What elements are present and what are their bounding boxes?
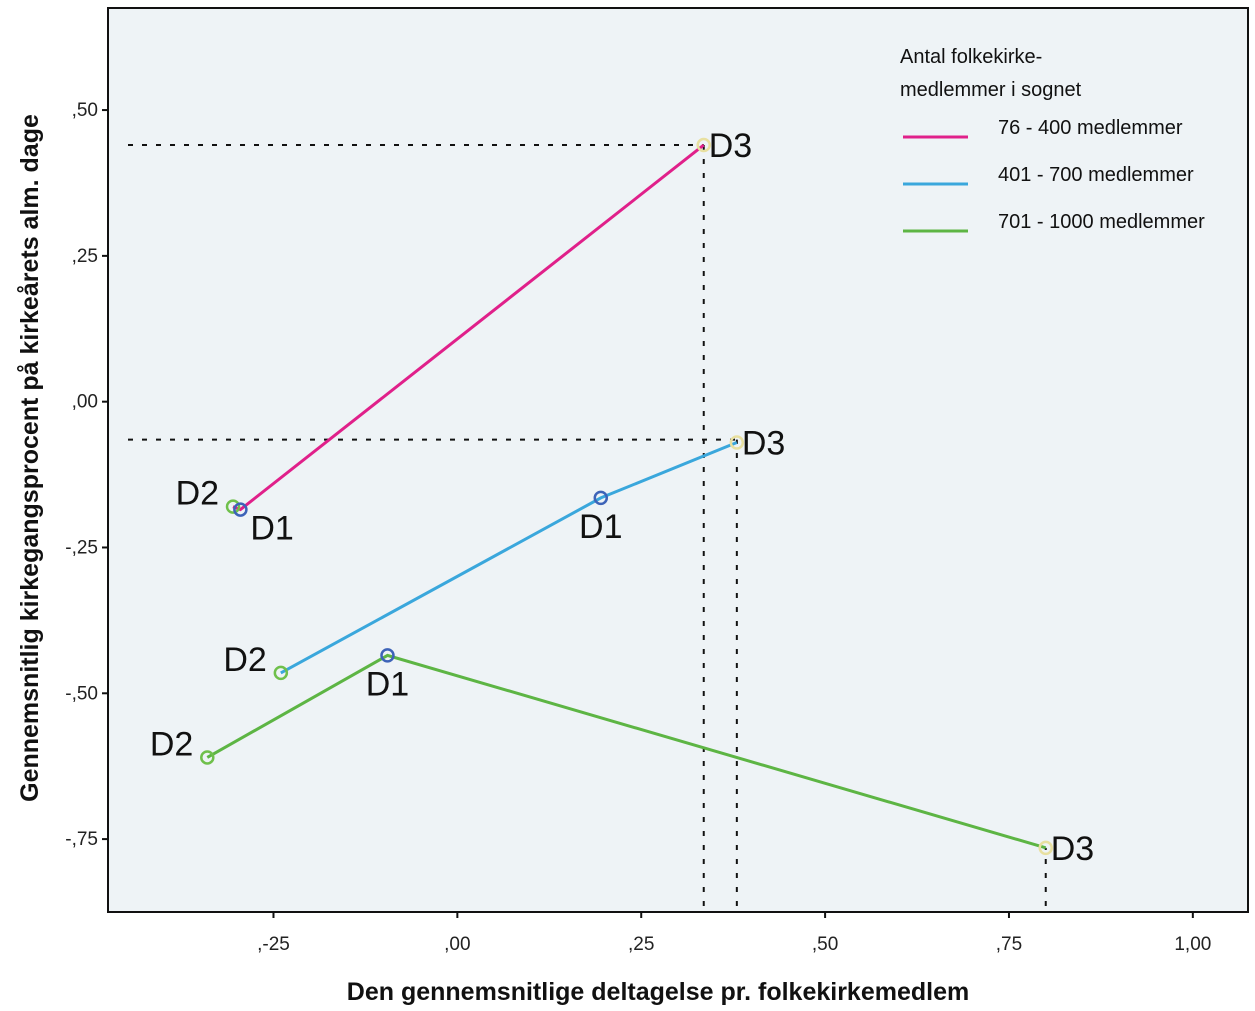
point-label-d1-series-2: D1 (579, 508, 622, 546)
x-tick-label-2: ,00 (444, 934, 470, 955)
point-labels: D2 D1 D3 D2 D1 D3 D2 D1 D3 (150, 127, 1094, 868)
legend-label-2: 401 - 700 medlemmer (998, 164, 1194, 186)
point-marker-d3-series-3 (1038, 840, 1053, 856)
point-label-d2-series-1: D2 (176, 475, 219, 513)
x-tick-label-5: ,75 (996, 934, 1022, 955)
point-marker-d2-series-3 (200, 750, 215, 765)
reference-lines (128, 144, 1047, 906)
point-label-d3-series-3: D3 (1051, 830, 1094, 868)
y-tick-label-5: -,50 (65, 683, 98, 704)
x-tick-label-4: ,50 (812, 934, 838, 955)
plot-area (107, 7, 1249, 913)
point-label-d1-series-1: D1 (250, 510, 293, 548)
y-tick-label-1: ,50 (72, 100, 98, 121)
legend-title-line-1: Antal folkekirke- (900, 46, 1042, 68)
legend: Antal folkekirke- medlemmer i sognet 76 … (900, 46, 1205, 233)
y-axis-title: Gennemsnitlig kirkegangsprocent på kirke… (16, 114, 44, 802)
point-label-d3-series-2: D3 (742, 425, 785, 463)
legend-title-line-2: medlemmer i sognet (900, 79, 1082, 101)
series-line-3 (206, 653, 1047, 850)
y-tick-label-6: -,75 (65, 829, 98, 850)
point-marker-d3-series-1 (696, 137, 711, 153)
x-axis-title: Den gennemsnitlige deltagelse pr. folkek… (347, 978, 969, 1006)
point-label-d3-series-1: D3 (709, 127, 752, 165)
legend-label-3: 701 - 1000 medlemmer (998, 211, 1205, 233)
point-marker-d3-series-2 (729, 435, 745, 450)
point-label-d2-series-2: D2 (223, 641, 266, 679)
point-marker-d2-series-1 (225, 499, 241, 514)
x-tick-label-6: 1,00 (1174, 934, 1211, 955)
x-tick-label-1: ,-25 (257, 934, 290, 955)
point-marker-d1-series-1 (233, 502, 248, 517)
series-line-2 (280, 441, 738, 675)
point-label-d2-series-3: D2 (150, 725, 193, 763)
y-tick-label-2: ,25 (72, 246, 98, 267)
point-markers (200, 137, 1053, 856)
point-marker-d1-series-3 (380, 648, 395, 663)
y-tick-label-3: ,00 (72, 392, 98, 413)
point-marker-d1-series-2 (593, 490, 609, 506)
y-tick-label-4: -,25 (65, 537, 98, 558)
legend-label-1: 76 - 400 medlemmer (998, 117, 1183, 139)
x-tick-label-3: ,25 (628, 934, 654, 955)
point-label-d1-series-3: D1 (366, 665, 409, 703)
point-marker-d2-series-2 (273, 665, 289, 681)
axes: ,50 ,25 ,00 -,25 -,50 -,75 ,-25 ,00 ,25 ,50 ,75 1,0… (65, 100, 1211, 955)
